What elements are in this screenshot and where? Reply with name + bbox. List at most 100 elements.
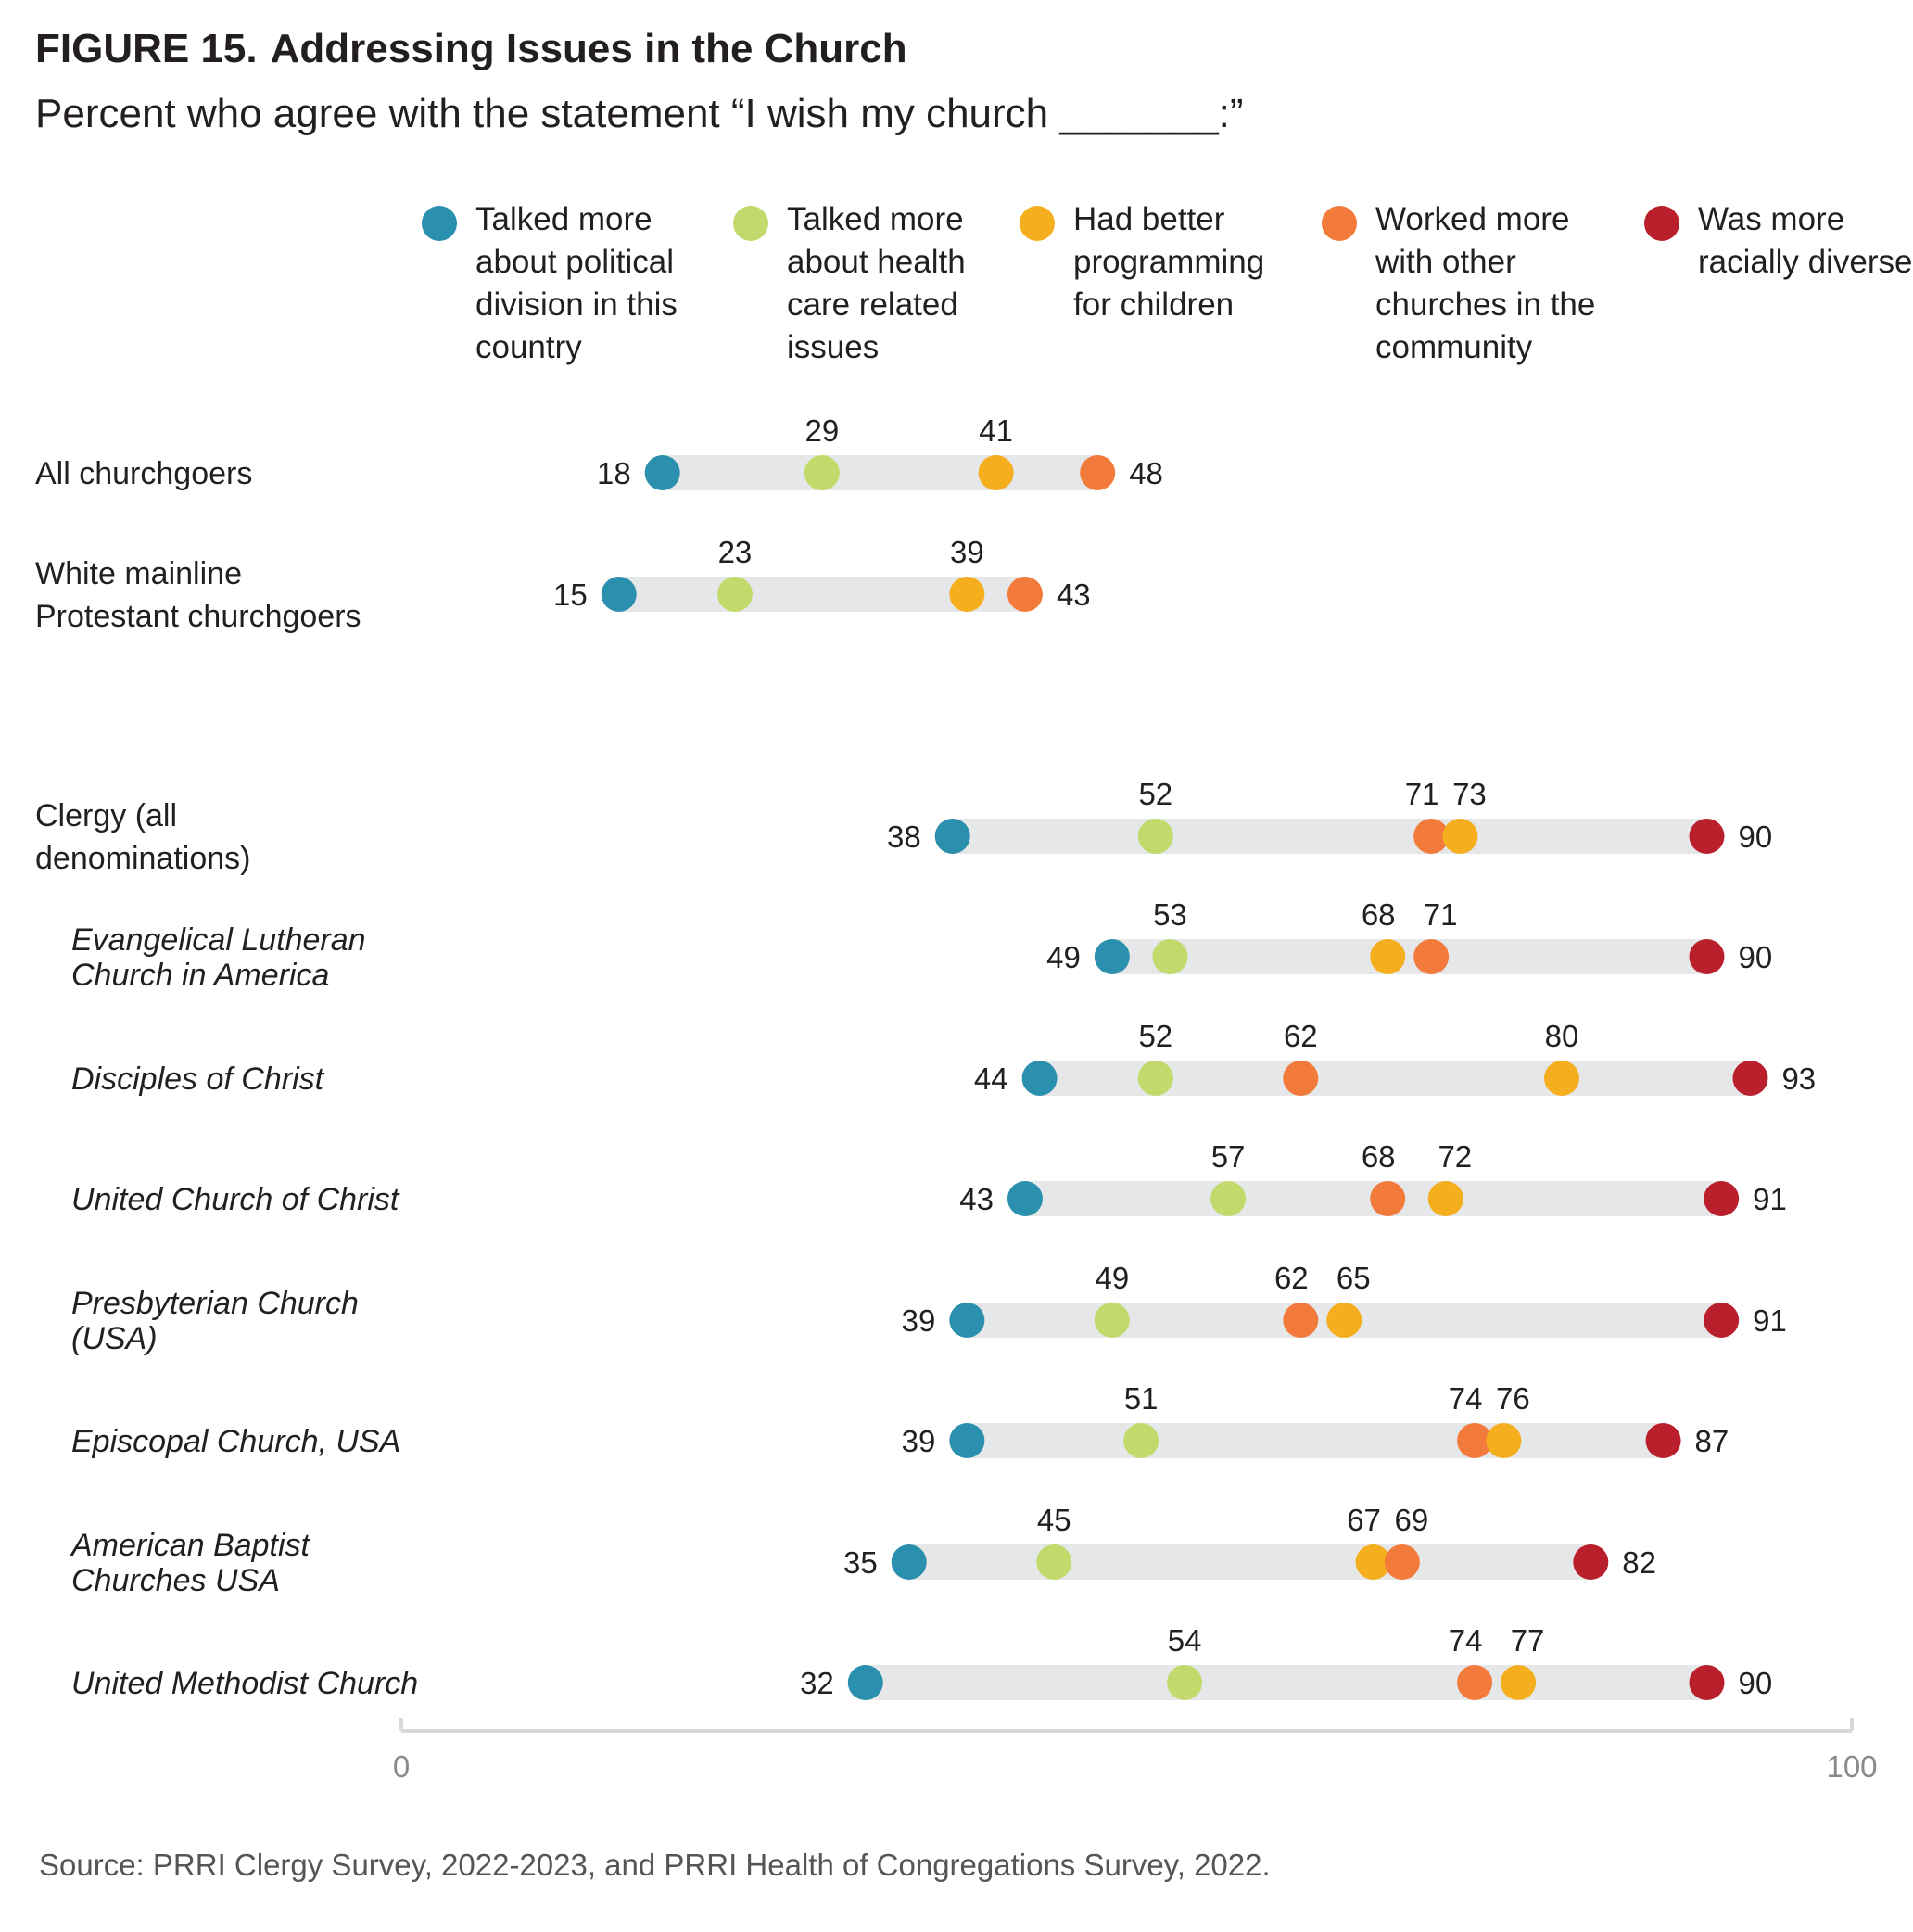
value-label-health: 53 — [1153, 897, 1187, 932]
dot-health — [1210, 1181, 1247, 1216]
row-label: All churchgoers — [35, 456, 252, 491]
dot-political — [934, 819, 970, 854]
dot-children — [1501, 1665, 1537, 1700]
value-label-churches: 71 — [1405, 777, 1439, 811]
dot-churches — [1413, 939, 1450, 974]
value-label-children: 65 — [1337, 1261, 1371, 1295]
dot-political — [601, 577, 637, 612]
legend: Talked more about political division in … — [0, 0, 1913, 389]
dot-children — [1427, 1181, 1463, 1216]
dot-churches — [1457, 1423, 1493, 1458]
dot-health — [1123, 1423, 1159, 1458]
dot-political — [1094, 939, 1130, 974]
value-label-political: 18 — [597, 456, 631, 490]
value-label-children: 72 — [1438, 1139, 1472, 1174]
value-label-diverse: 90 — [1739, 940, 1773, 974]
dot-diverse — [1704, 1303, 1740, 1338]
dot-children — [1355, 1544, 1391, 1580]
value-label-churches: 74 — [1449, 1623, 1483, 1658]
row-label: Clergy (all denominations) — [35, 798, 250, 876]
value-label-diverse: 91 — [1753, 1182, 1787, 1216]
legend-swatch-political — [422, 206, 457, 241]
dot-diverse — [1704, 1181, 1740, 1216]
source-note: Source: PRRI Clergy Survey, 2022-2023, a… — [39, 1848, 1271, 1882]
value-label-political: 15 — [553, 578, 588, 612]
legend-label-diverse: Was more racially diverse — [1698, 201, 1913, 280]
value-label-political: 35 — [843, 1545, 878, 1580]
dot-political — [1021, 1061, 1058, 1096]
legend-label-churches: Worked more with other churches in the c… — [1375, 201, 1596, 365]
value-label-children: 41 — [979, 413, 1013, 448]
value-label-diverse: 93 — [1781, 1061, 1816, 1096]
figure-label: FIGURE 15. — [35, 26, 258, 71]
dot-health — [1036, 1544, 1072, 1580]
value-label-health: 29 — [804, 413, 839, 448]
value-label-health: 49 — [1095, 1261, 1129, 1295]
dot-churches — [1283, 1303, 1319, 1338]
dot-churches — [1080, 455, 1116, 490]
value-label-health: 51 — [1124, 1381, 1159, 1416]
value-label-children: 80 — [1545, 1019, 1579, 1053]
dot-churches — [1457, 1665, 1493, 1700]
value-label-churches: 69 — [1394, 1503, 1428, 1537]
row-label: Episcopal Church, USA — [71, 1424, 400, 1459]
dot-churches — [1384, 1544, 1420, 1580]
value-label-health: 54 — [1168, 1623, 1202, 1658]
value-label-children: 68 — [1362, 897, 1396, 932]
dot-diverse — [1573, 1544, 1609, 1580]
dot-political — [949, 1423, 985, 1458]
dot-health — [1167, 1665, 1203, 1700]
dot-diverse — [1689, 939, 1725, 974]
value-label-children: 67 — [1347, 1503, 1381, 1537]
dot-children — [1326, 1303, 1362, 1338]
dot-diverse — [1732, 1061, 1768, 1096]
legend-label-political: Talked more about political division in … — [475, 201, 678, 365]
dot-health — [1137, 819, 1173, 854]
dot-political — [891, 1544, 927, 1580]
chart-title: FIGURE 15. Addressing Issues in the Churc… — [35, 26, 907, 72]
dot-churches — [1370, 1181, 1406, 1216]
dot-children — [1370, 939, 1406, 974]
value-label-diverse: 82 — [1622, 1545, 1656, 1580]
value-label-churches: 62 — [1284, 1019, 1318, 1053]
legend-swatch-diverse — [1644, 206, 1679, 241]
value-label-health: 52 — [1138, 777, 1172, 811]
value-label-health: 23 — [718, 535, 753, 569]
x-tick-label: 100 — [1826, 1749, 1877, 1784]
dot-health — [1137, 1061, 1173, 1096]
dot-health — [1152, 939, 1188, 974]
value-label-diverse: 90 — [1739, 1666, 1773, 1700]
value-label-diverse: 87 — [1695, 1424, 1729, 1458]
value-label-children: 73 — [1452, 777, 1487, 811]
dot-churches — [1283, 1061, 1319, 1096]
row-label: Disciples of Christ — [71, 1061, 325, 1097]
legend-label-health: Talked more about health care related is… — [787, 201, 966, 365]
value-label-political: 39 — [902, 1303, 936, 1338]
value-label-health: 52 — [1138, 1019, 1172, 1053]
dot-diverse — [1689, 819, 1725, 854]
row-label: United Methodist Church — [71, 1666, 418, 1701]
row-label: Evangelical Lutheran Church in America — [71, 922, 366, 993]
value-label-churches: 43 — [1057, 578, 1091, 612]
dot-churches — [1413, 819, 1450, 854]
value-label-diverse: 91 — [1753, 1303, 1787, 1338]
dot-political — [1007, 1181, 1043, 1216]
value-label-health: 45 — [1037, 1503, 1071, 1537]
dot-children — [978, 455, 1014, 490]
value-label-political: 49 — [1046, 940, 1081, 974]
dot-diverse — [1645, 1423, 1681, 1458]
row-label: White mainline Protestant churchgoers — [35, 556, 361, 634]
legend-swatch-churches — [1322, 206, 1357, 241]
dot-political — [644, 455, 680, 490]
value-label-children: 39 — [950, 535, 984, 569]
legend-swatch-health — [733, 206, 768, 241]
legend-swatch-children — [1020, 206, 1055, 241]
value-label-churches: 71 — [1424, 897, 1458, 932]
x-tick-label: 0 — [393, 1749, 410, 1784]
value-label-political: 44 — [974, 1061, 1008, 1096]
row-label: Presbyterian Church (USA) — [71, 1286, 359, 1356]
dot-health — [804, 455, 840, 490]
value-label-churches: 62 — [1274, 1261, 1309, 1295]
value-label-political: 32 — [800, 1666, 834, 1700]
